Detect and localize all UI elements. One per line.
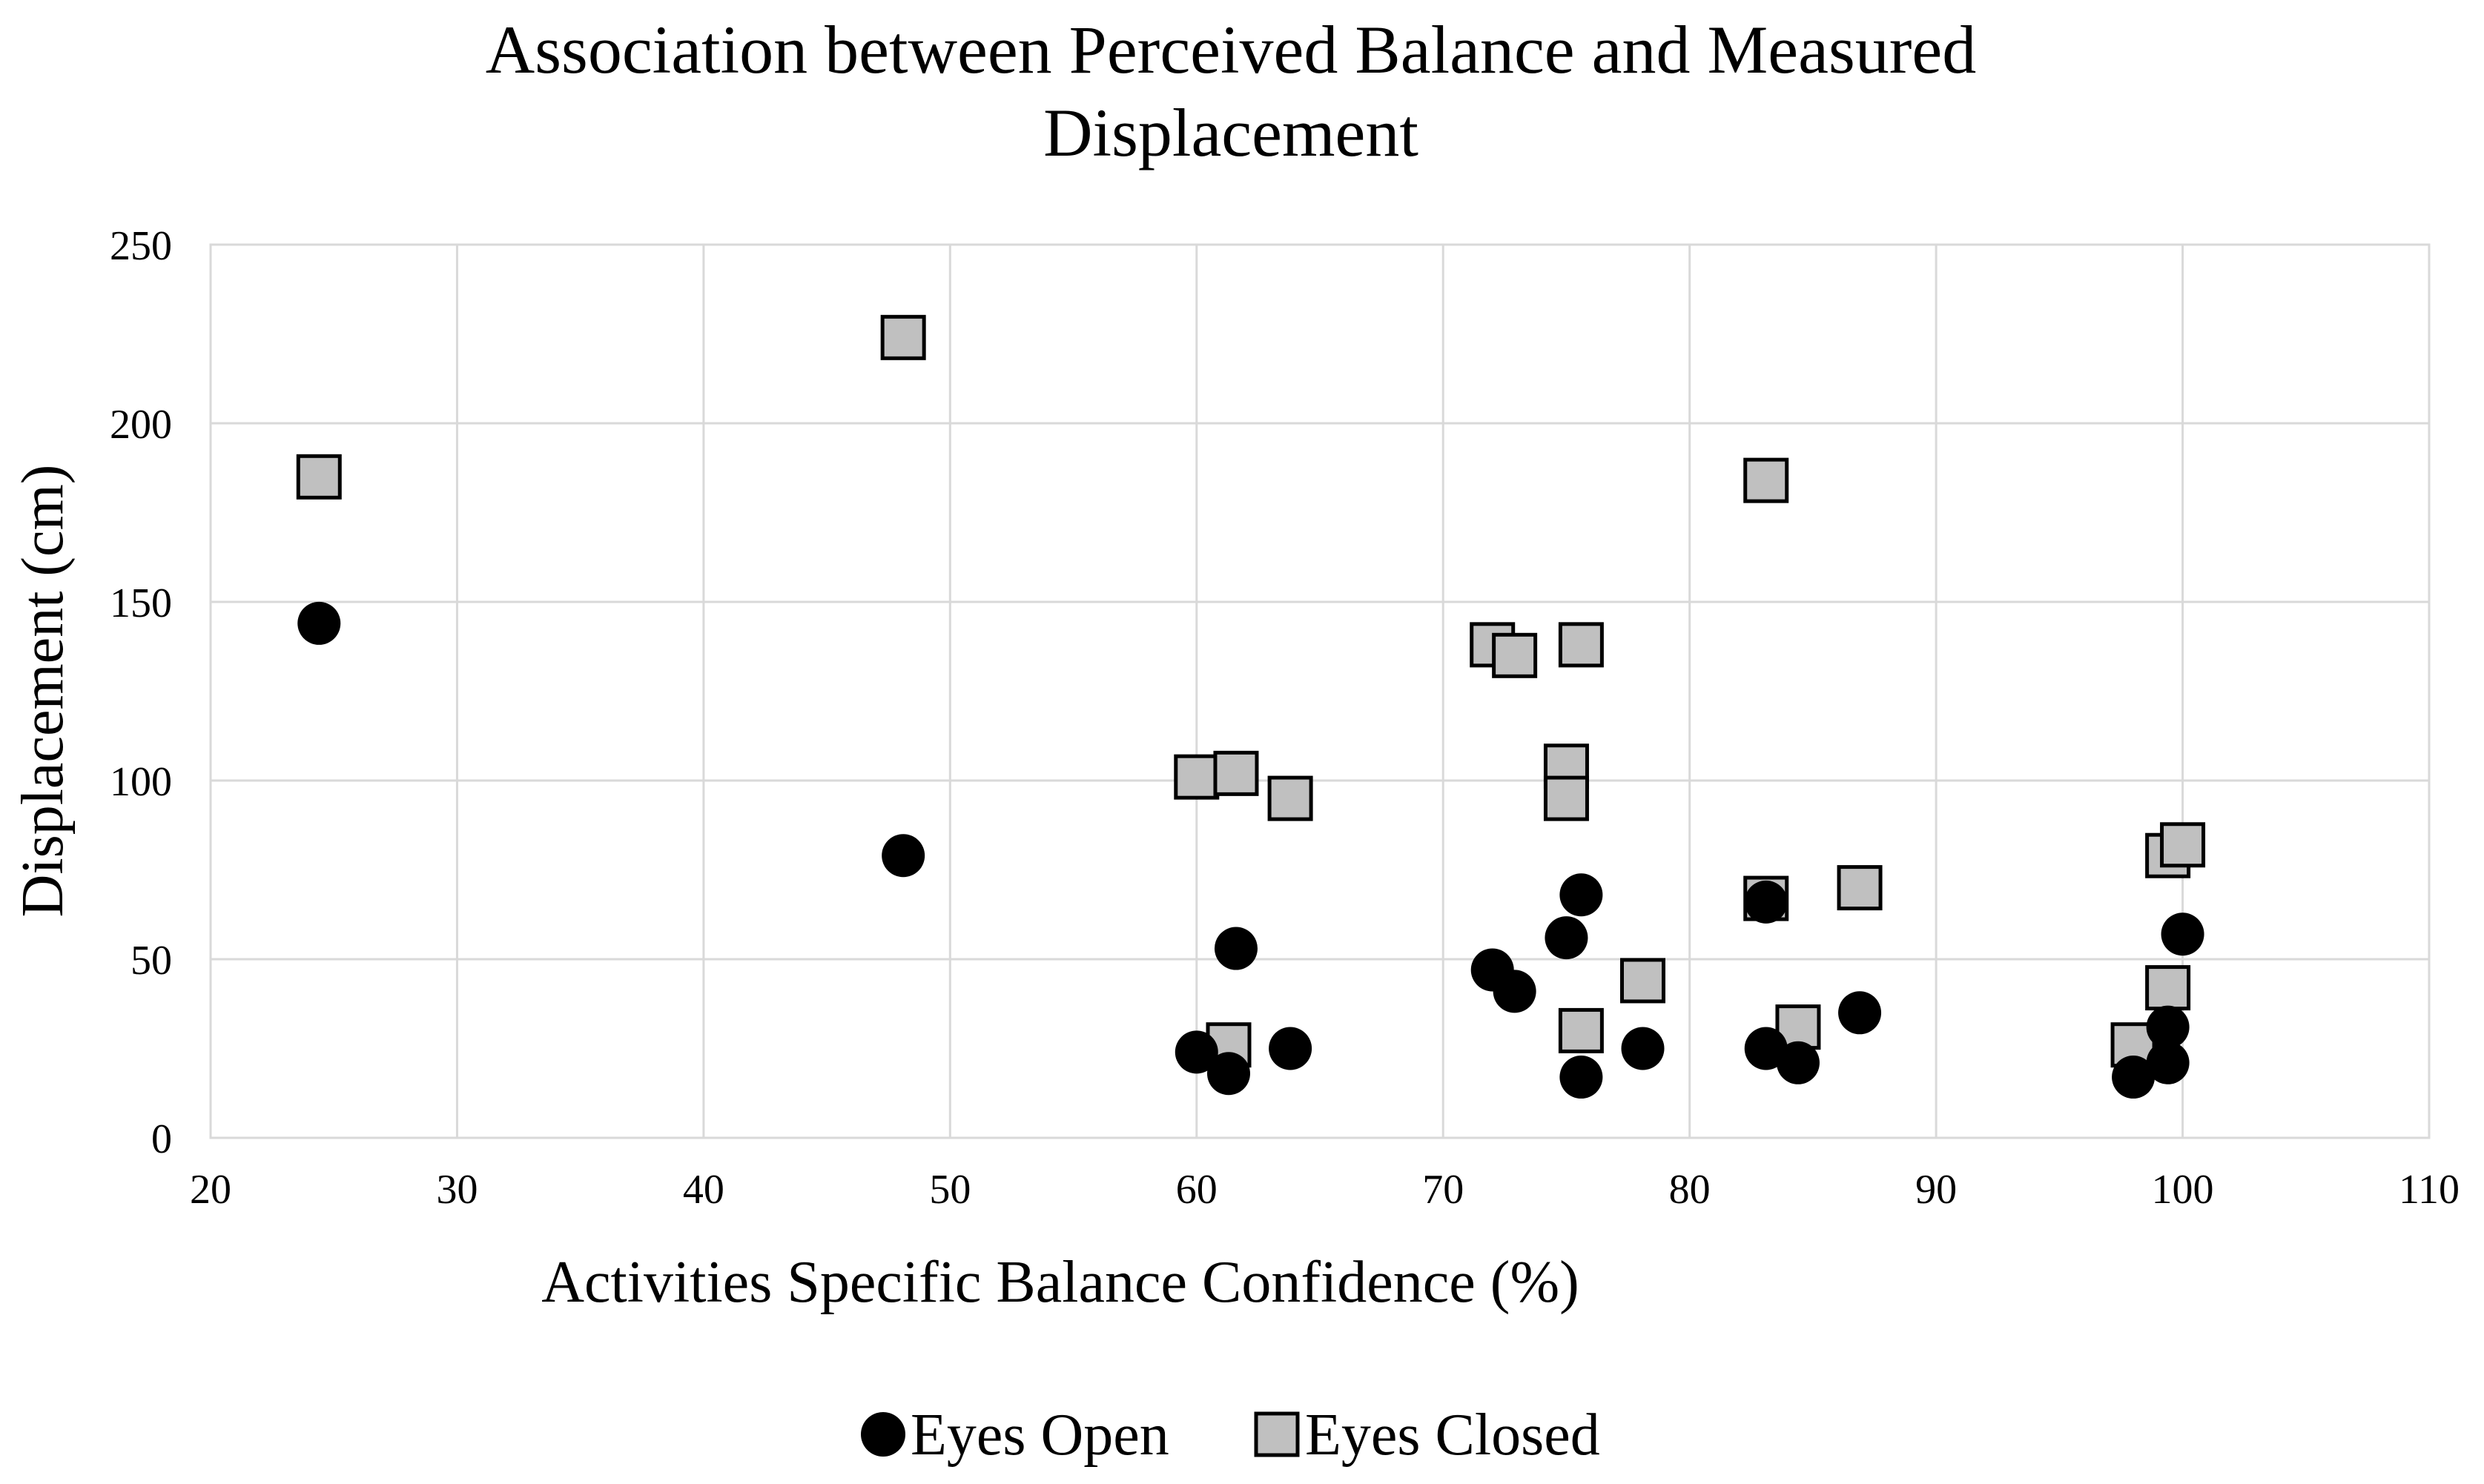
- eyes-open-point: [1206, 1052, 1250, 1096]
- eyes-open-point: [1838, 991, 1882, 1035]
- gridlines: [209, 243, 2431, 1139]
- series-eyes-open: [297, 601, 2204, 1099]
- eyes-closed-point: [296, 454, 342, 500]
- legend-marker-eyes-closed: [1254, 1411, 1300, 1457]
- x-tick-label: 90: [1915, 1167, 1957, 1213]
- x-tick-label: 60: [1176, 1167, 1218, 1213]
- eyes-open-point: [297, 601, 341, 645]
- eyes-closed-point: [1492, 632, 1538, 678]
- eyes-closed-point: [1213, 750, 1259, 796]
- eyes-closed-point: [1620, 958, 1666, 1004]
- series-eyes-closed: [296, 314, 2206, 1068]
- plot-area-border: [209, 243, 2431, 1139]
- eyes-open-point: [1214, 927, 1258, 970]
- eyes-closed-point: [2160, 822, 2206, 868]
- eyes-open-point: [1269, 1027, 1312, 1070]
- y-tick-label: 200: [110, 402, 172, 448]
- eyes-open-point: [882, 834, 925, 878]
- legend: Eyes Open Eyes Closed: [861, 1402, 1600, 1468]
- eyes-open-point: [1175, 1030, 1218, 1074]
- eyes-closed-point: [1174, 754, 1220, 800]
- eyes-closed-point: [880, 314, 926, 360]
- eyes-open-point: [1621, 1027, 1665, 1070]
- eyes-open-point: [1776, 1041, 1820, 1084]
- eyes-closed-point: [1558, 622, 1604, 668]
- x-tick-label: 40: [683, 1167, 724, 1213]
- eyes-open-point: [1744, 1027, 1788, 1070]
- y-tick-label: 50: [131, 938, 172, 984]
- eyes-open-point: [2112, 1056, 2156, 1099]
- eyes-closed-point: [1543, 775, 1589, 821]
- eyes-closed-point: [1743, 457, 1789, 503]
- x-tick-label: 30: [436, 1167, 478, 1213]
- x-tick-label: 50: [929, 1167, 971, 1213]
- legend-label-eyes-closed: Eyes Closed: [1305, 1402, 1600, 1468]
- y-tick-label: 250: [110, 223, 172, 269]
- eyes-closed-point: [1267, 775, 1313, 821]
- y-tick-label: 0: [151, 1116, 172, 1162]
- chart-title-line-2: Displacement: [1043, 95, 1418, 170]
- eyes-open-point: [1493, 970, 1536, 1013]
- chart-title-line-1: Association between Perceived Balance an…: [486, 12, 1976, 87]
- x-tick-label: 70: [1422, 1167, 1464, 1213]
- x-tick-label: 110: [2399, 1167, 2460, 1213]
- x-tick-label: 100: [2152, 1167, 2214, 1213]
- y-tick-label: 150: [110, 580, 172, 626]
- x-tick-label: 20: [190, 1167, 231, 1213]
- eyes-open-point: [2146, 1041, 2190, 1084]
- eyes-open-point: [1559, 873, 1603, 917]
- eyes-open-point: [1545, 916, 1588, 960]
- eyes-open-point: [2161, 912, 2204, 956]
- eyes-open-point: [1559, 1056, 1603, 1099]
- x-axis-title: Activities Specific Balance Confidence (…: [541, 1250, 1579, 1315]
- eyes-closed-point: [1837, 865, 1883, 911]
- legend-marker-eyes-open: [861, 1412, 905, 1457]
- x-tick-label: 80: [1669, 1167, 1711, 1213]
- y-tick-label: 100: [110, 759, 172, 805]
- eyes-open-point: [2146, 1005, 2190, 1049]
- y-axis-title: Displacement (cm): [10, 465, 76, 918]
- eyes-closed-point: [1558, 1007, 1604, 1053]
- eyes-closed-point: [2145, 965, 2191, 1011]
- x-tick-labels: 20 30 40 50 60 70 80 90 100 110: [190, 1167, 2460, 1213]
- legend-label-eyes-open: Eyes Open: [911, 1402, 1169, 1468]
- eyes-open-point: [1744, 880, 1788, 924]
- y-tick-labels: 0 50 100 150 200 250: [110, 223, 172, 1162]
